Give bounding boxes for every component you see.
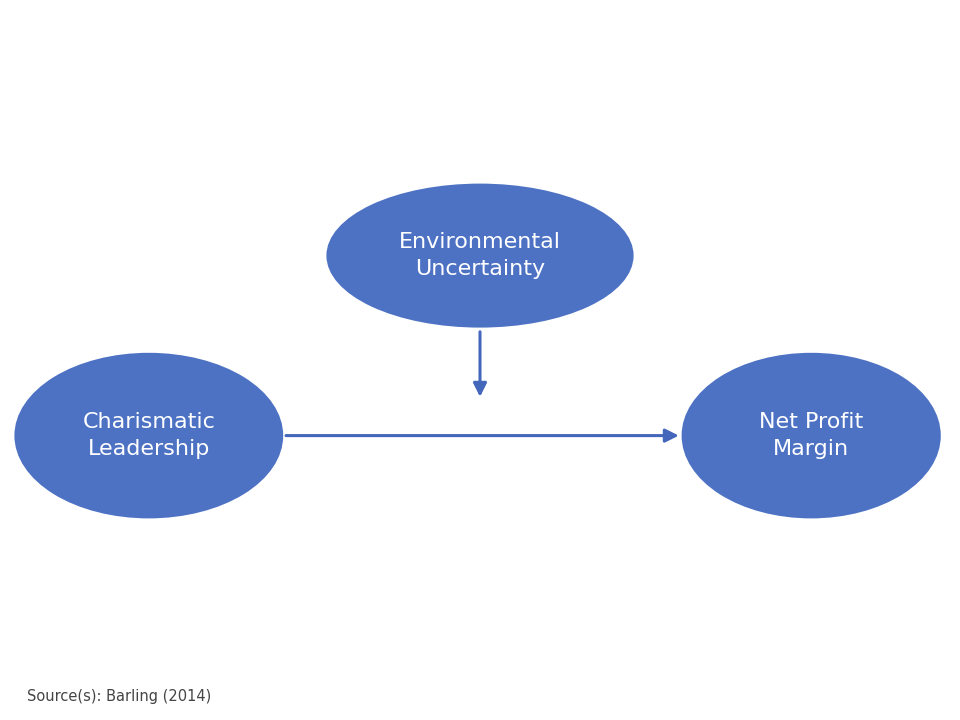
Text: Environmental
Uncertainty: Environmental Uncertainty xyxy=(399,233,561,279)
Ellipse shape xyxy=(682,353,941,518)
Text: Charismatic
Leadership: Charismatic Leadership xyxy=(83,413,215,459)
Text: Net Profit
Margin: Net Profit Margin xyxy=(759,413,863,459)
Ellipse shape xyxy=(326,184,634,328)
Text: Source(s): Barling (2014): Source(s): Barling (2014) xyxy=(27,689,211,704)
Ellipse shape xyxy=(14,353,283,518)
